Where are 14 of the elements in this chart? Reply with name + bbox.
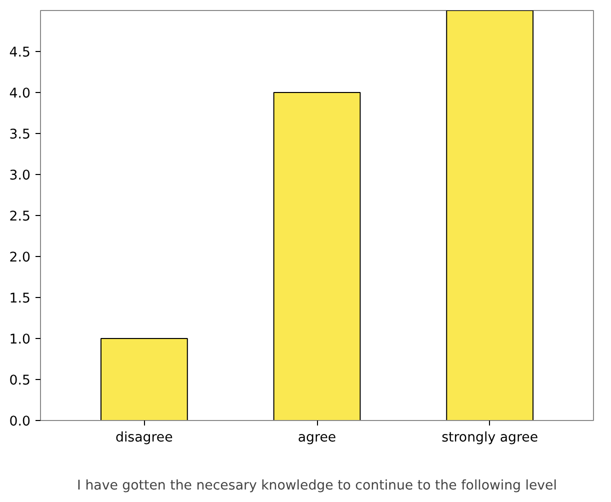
- y-tick-label: 2.0: [9, 250, 31, 266]
- y-tick-label: 4.0: [9, 86, 31, 102]
- y-tick-label: 1.0: [9, 332, 31, 348]
- x-tick-label: agree: [298, 430, 336, 446]
- x-axis-title: I have gotten the necesary knowledge to continue to the following level: [77, 478, 557, 494]
- y-tick-label: 0.5: [9, 374, 31, 388]
- y-tick-label: 2.5: [9, 210, 31, 224]
- y-tick-label: 3.5: [9, 128, 31, 142]
- y-tick-label: 0.0: [9, 414, 31, 430]
- x-tick-label: disagree: [116, 430, 173, 446]
- y-tick-label: 4.5: [9, 46, 31, 60]
- y-tick-label: 1.5: [9, 292, 31, 306]
- x-tick-label: strongly agree: [442, 430, 538, 446]
- y-tick-label: 3.0: [9, 168, 31, 184]
